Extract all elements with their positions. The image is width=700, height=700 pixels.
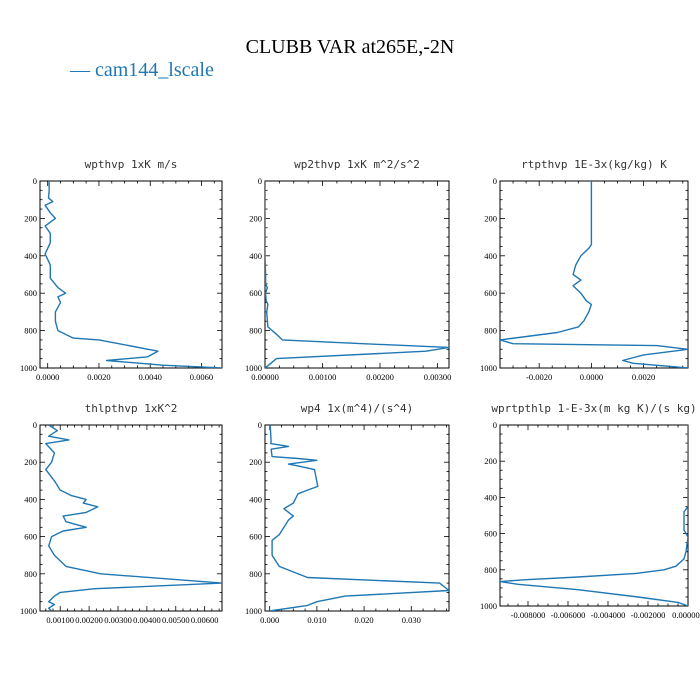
- x-tick-label: 0.00200: [366, 372, 394, 382]
- x-tick-label: 0.00300: [424, 372, 452, 382]
- series-line: [500, 181, 688, 368]
- y-tick-label: 400: [249, 494, 262, 504]
- y-tick-label: 800: [484, 565, 497, 575]
- x-tick-label: 0.00500: [162, 615, 190, 625]
- plot-frame: [39, 180, 223, 369]
- y-tick-label: 800: [484, 326, 497, 336]
- y-tick-label: 0: [493, 420, 497, 430]
- y-tick-label: 800: [249, 569, 262, 579]
- series-line: [269, 425, 449, 611]
- legend-label: cam144_lscale: [95, 59, 214, 81]
- x-tick-label: 0.020: [355, 615, 374, 625]
- x-tick-label: 0.0000: [580, 372, 603, 382]
- x-tick-label: 0.00100: [46, 615, 74, 625]
- series-line: [44, 181, 222, 368]
- panel-title: thlpthvp 1xK^2: [85, 402, 178, 415]
- y-tick-label: 600: [484, 288, 497, 298]
- panel-title: rtpthvp 1E-3x(kg/kg) K: [521, 158, 667, 171]
- y-tick-label: 800: [249, 326, 262, 336]
- x-tick-label: 0.00400: [133, 615, 161, 625]
- panel-6: wprtpthlp 1-E-3x(m kg K)/(s kg) 0 200 400 60…: [480, 402, 700, 620]
- x-tick-label: 0.0040: [139, 372, 162, 382]
- y-tick-label: 800: [24, 569, 37, 579]
- y-tick-label: 200: [24, 457, 37, 467]
- plot-frame: [499, 180, 689, 369]
- x-tick-label: 0.00300: [104, 615, 132, 625]
- y-tick-label: 600: [24, 288, 37, 298]
- x-tick-label: 0.00200: [75, 615, 103, 625]
- y-tick-label: 1000: [245, 606, 262, 616]
- y-tick-label: 1000: [480, 601, 497, 611]
- y-tick-label: 1000: [245, 363, 262, 373]
- y-tick-label: 200: [249, 213, 262, 223]
- y-tick-label: 600: [249, 288, 262, 298]
- x-tick-label: 0.010: [307, 615, 326, 625]
- y-tick-label: 0: [33, 420, 37, 430]
- y-tick-label: 200: [24, 213, 37, 223]
- x-tick-label: 0.00000: [251, 372, 279, 382]
- plot-frame: [264, 424, 450, 612]
- x-tick-label: -0.0020: [526, 372, 552, 382]
- y-tick-label: 0: [33, 176, 37, 186]
- y-tick-label: 1000: [20, 606, 37, 616]
- y-tick-label: 0: [258, 420, 262, 430]
- y-tick-label: 800: [24, 326, 37, 336]
- y-tick-label: 600: [249, 532, 262, 542]
- panel-title: wp4 1x(m^4)/(s^4): [301, 402, 414, 415]
- x-tick-label: 0.030: [402, 615, 421, 625]
- series-line: [45, 425, 222, 611]
- x-tick-label: 0.0020: [632, 372, 655, 382]
- x-tick-label: 0.00600: [191, 615, 219, 625]
- y-tick-label: 600: [484, 529, 497, 539]
- y-tick-label: 400: [484, 492, 497, 502]
- x-tick-label: -0.006000: [551, 610, 586, 620]
- y-tick-label: 400: [24, 494, 37, 504]
- y-tick-label: 0: [493, 176, 497, 186]
- y-tick-label: 200: [484, 213, 497, 223]
- x-tick-label: 0.000: [260, 615, 279, 625]
- legend-line-icon: —: [70, 59, 95, 81]
- y-tick-label: 200: [484, 456, 497, 466]
- y-tick-label: 0: [258, 176, 262, 186]
- x-tick-label: 0.0020: [87, 372, 110, 382]
- x-tick-label: 0.0000: [36, 372, 59, 382]
- panel-title: wprtpthlp 1-E-3x(m kg K)/(s kg): [491, 402, 696, 415]
- x-tick-label: 0.0060: [190, 372, 213, 382]
- y-tick-label: 600: [24, 532, 37, 542]
- series-line: [265, 181, 449, 368]
- x-tick-label: -0.008000: [511, 610, 546, 620]
- y-tick-label: 400: [249, 251, 262, 261]
- panel-3: rtpthvp 1E-3x(kg/kg) K 0 200 400 600 800 1000 -…: [480, 158, 689, 382]
- x-tick-label: -0.002000: [631, 610, 666, 620]
- figure-title: CLUBB VAR at265E,-2N: [245, 36, 455, 58]
- x-tick-label: 0.00100: [309, 372, 337, 382]
- panel-title: wp2thvp 1xK m^2/s^2: [294, 158, 420, 171]
- plot-frame: [499, 424, 689, 607]
- y-tick-label: 400: [24, 251, 37, 261]
- x-tick-label: -0.004000: [591, 610, 626, 620]
- y-tick-label: 200: [249, 457, 262, 467]
- y-tick-label: 1000: [20, 363, 37, 373]
- legend: — cam144_lscale: [70, 59, 214, 82]
- plot-frame: [39, 424, 223, 612]
- y-tick-label: 400: [484, 251, 497, 261]
- y-tick-label: 1000: [480, 363, 497, 373]
- series-line: [500, 425, 688, 606]
- panel-2: wp2thvp 1xK m^2/s^2020040060080010000.00…: [245, 158, 451, 382]
- panel-title: wpthvp 1xK m/s: [85, 158, 178, 171]
